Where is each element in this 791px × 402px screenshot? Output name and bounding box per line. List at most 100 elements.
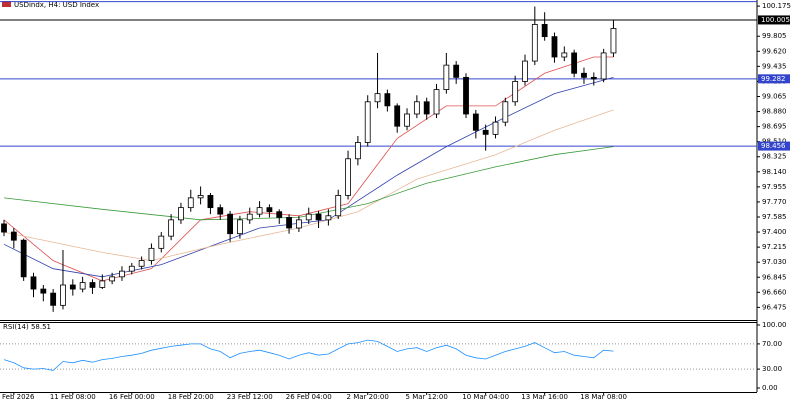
x-tick-label: 5 Mar 12:00 xyxy=(406,393,448,401)
y-tick-label: 98.695 xyxy=(762,123,787,131)
candle-body xyxy=(178,207,184,221)
symbol-icon xyxy=(2,1,11,7)
candle-body xyxy=(119,270,125,278)
candle-body xyxy=(345,158,351,196)
candle-body xyxy=(237,219,243,235)
y-tick-label: 98.325 xyxy=(762,153,787,161)
candle-body xyxy=(138,260,145,267)
price-level-label: 99.282 xyxy=(761,75,786,83)
candle-body xyxy=(168,219,175,237)
candle-body xyxy=(128,265,135,272)
candle-body xyxy=(492,121,499,135)
candle-body xyxy=(295,219,302,229)
candle-body xyxy=(60,284,66,306)
candle-body xyxy=(187,197,194,209)
candle-body xyxy=(20,239,27,278)
y-tick-label: 99.620 xyxy=(762,47,787,55)
candle-body xyxy=(433,89,440,115)
moving-average xyxy=(3,146,614,221)
candle-body xyxy=(266,207,273,213)
candle-body xyxy=(325,215,332,221)
y-tick-label: 96.475 xyxy=(762,303,787,311)
rsi-tick-label: 0.00 xyxy=(762,384,778,392)
candle-body xyxy=(158,235,165,249)
candle-body xyxy=(40,288,47,294)
price-level-label: 100.005 xyxy=(761,16,790,24)
candle-body xyxy=(404,113,410,127)
y-tick-label: 97.585 xyxy=(762,213,787,221)
x-tick-label: 10 Mar 04:00 xyxy=(462,393,509,401)
candle-body xyxy=(148,247,155,261)
candle-body xyxy=(413,101,420,115)
candle-body xyxy=(89,282,96,288)
x-tick-label: 18 Feb 20:00 xyxy=(168,393,214,401)
candle-body xyxy=(305,213,312,221)
chart-title: USDindx, H4: USD Index xyxy=(14,1,99,9)
candle-body xyxy=(522,60,528,82)
y-tick-label: 97.215 xyxy=(762,243,787,251)
y-tick-label: 97.955 xyxy=(762,183,787,191)
candle-body xyxy=(472,113,479,131)
candle-body xyxy=(512,81,519,103)
candle-body xyxy=(482,129,489,135)
candle-body xyxy=(423,101,430,115)
candle-body xyxy=(99,280,106,288)
candle-body xyxy=(109,276,116,282)
candle-body xyxy=(384,93,391,107)
candle-body xyxy=(374,93,381,103)
price-level-tag xyxy=(758,141,790,151)
candle-body xyxy=(561,52,568,58)
price-level-tag xyxy=(758,15,790,25)
candle-body xyxy=(207,195,214,209)
x-tick-label: Feb 2026 xyxy=(2,393,35,401)
price-level-label: 98.456 xyxy=(761,142,786,150)
candle-body xyxy=(571,52,578,74)
x-tick-label: 13 Mar 16:00 xyxy=(521,393,568,401)
y-tick-label: 99.065 xyxy=(762,92,787,100)
candle-body xyxy=(10,231,17,241)
rsi-tick-label: 70.00 xyxy=(762,340,782,348)
candle-body xyxy=(217,207,224,215)
x-tick-label: 18 Mar 08:00 xyxy=(580,393,627,401)
y-tick-label: 97.770 xyxy=(762,198,787,206)
candle-body xyxy=(581,72,587,78)
x-tick-label: 26 Feb 04:00 xyxy=(286,393,332,401)
candle-body xyxy=(50,292,57,306)
candle-body xyxy=(69,284,76,290)
y-tick-label: 96.660 xyxy=(762,288,787,296)
candle-body xyxy=(30,276,37,290)
candle-body xyxy=(354,142,361,160)
x-tick-label: 2 Mar 20:00 xyxy=(347,393,389,401)
candle-body xyxy=(394,105,401,127)
candle-body xyxy=(246,213,253,221)
candle-body xyxy=(502,101,509,123)
candle-body xyxy=(227,213,233,235)
candle-body xyxy=(600,52,607,80)
candle-body xyxy=(443,64,450,90)
y-tick-label: 99.805 xyxy=(762,32,787,40)
candle-body xyxy=(335,195,342,217)
candle-body xyxy=(256,207,263,215)
candle-body xyxy=(590,76,597,80)
y-tick-label: 98.140 xyxy=(762,168,787,176)
y-tick-label: 97.400 xyxy=(762,228,787,236)
x-tick-label: 23 Feb 12:00 xyxy=(227,393,273,401)
y-tick-label: 99.435 xyxy=(762,62,787,70)
x-tick-label: 11 Feb 08:00 xyxy=(50,393,96,401)
rsi-tick-label: 100.00 xyxy=(762,321,787,329)
candle-body xyxy=(79,282,86,290)
candle-body xyxy=(551,36,558,58)
x-tick-label: 16 Feb 00:00 xyxy=(109,393,155,401)
rsi-tick-label: 30.00 xyxy=(762,365,782,373)
candle-body xyxy=(364,101,371,143)
rsi-title: RSI(14) 58.51 xyxy=(3,323,51,331)
candle-body xyxy=(541,24,548,38)
candle-body xyxy=(610,28,617,54)
y-tick-label: 100.175 xyxy=(762,2,791,10)
candle-body xyxy=(315,213,322,221)
candle-body xyxy=(276,211,283,218)
y-tick-label: 98.880 xyxy=(762,108,787,116)
candle-body xyxy=(197,195,204,199)
price-level-tag xyxy=(758,74,790,84)
